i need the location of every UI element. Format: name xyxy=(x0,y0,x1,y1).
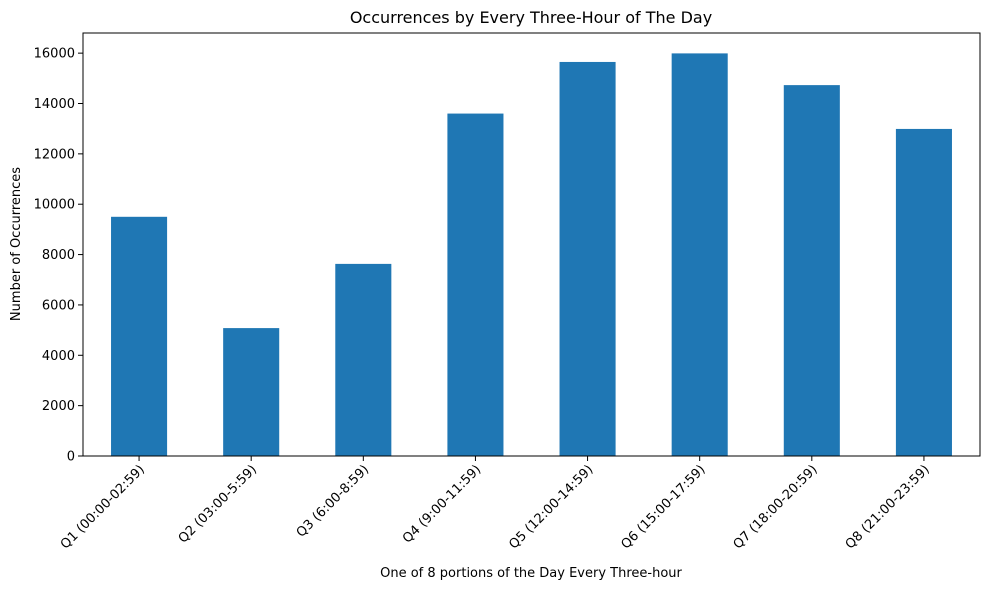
y-tick-label: 14000 xyxy=(34,97,75,112)
x-tick-label: Q1 (00:00-02:59) xyxy=(58,462,148,552)
y-axis-label: Number of Occurrences xyxy=(9,167,24,321)
bar-7 xyxy=(783,85,840,457)
y-tick-label: 2000 xyxy=(42,399,75,414)
bar-3 xyxy=(335,263,392,456)
x-tick-label: Q7 (18:00-20:59) xyxy=(731,462,821,552)
x-tick-label: Q6 (15:00-17:59) xyxy=(618,462,708,552)
y-tick-label: 10000 xyxy=(34,198,75,213)
bar-5 xyxy=(559,61,616,457)
y-axis: 0 2000 4000 6000 8000 10000 12000 14000 16000 xyxy=(34,47,83,465)
bar-1 xyxy=(111,216,168,456)
bar-4 xyxy=(447,113,504,457)
y-tick-label: 0 xyxy=(67,450,75,465)
plot-frame xyxy=(82,32,981,457)
bar-2 xyxy=(223,328,280,456)
x-tick-label: Q4 (9:00-11:59) xyxy=(400,462,484,546)
y-tick-label: 6000 xyxy=(42,298,75,313)
x-tick-label: Q3 (6:00-8:59) xyxy=(294,462,372,540)
bars-group xyxy=(111,53,952,457)
y-tick-label: 16000 xyxy=(34,47,75,62)
x-axis-label: One of 8 portions of the Day Every Three… xyxy=(380,566,682,581)
x-tick-label: Q2 (03:00-5:59) xyxy=(176,462,260,546)
bar-8 xyxy=(895,128,952,456)
y-tick-label: 8000 xyxy=(42,248,75,263)
y-tick-label: 12000 xyxy=(34,147,75,162)
x-axis: Q1 (00:00-02:59) Q2 (03:00-5:59) Q3 (6:00-… xyxy=(58,456,933,552)
x-tick-label: Q8 (21:00-23:59) xyxy=(843,462,933,552)
chart-title: Occurrences by Every Three-Hour of The D… xyxy=(350,8,712,27)
y-tick-label: 4000 xyxy=(42,349,75,364)
bar-6 xyxy=(671,53,728,456)
x-tick-label: Q5 (12:00-14:59) xyxy=(506,462,596,552)
